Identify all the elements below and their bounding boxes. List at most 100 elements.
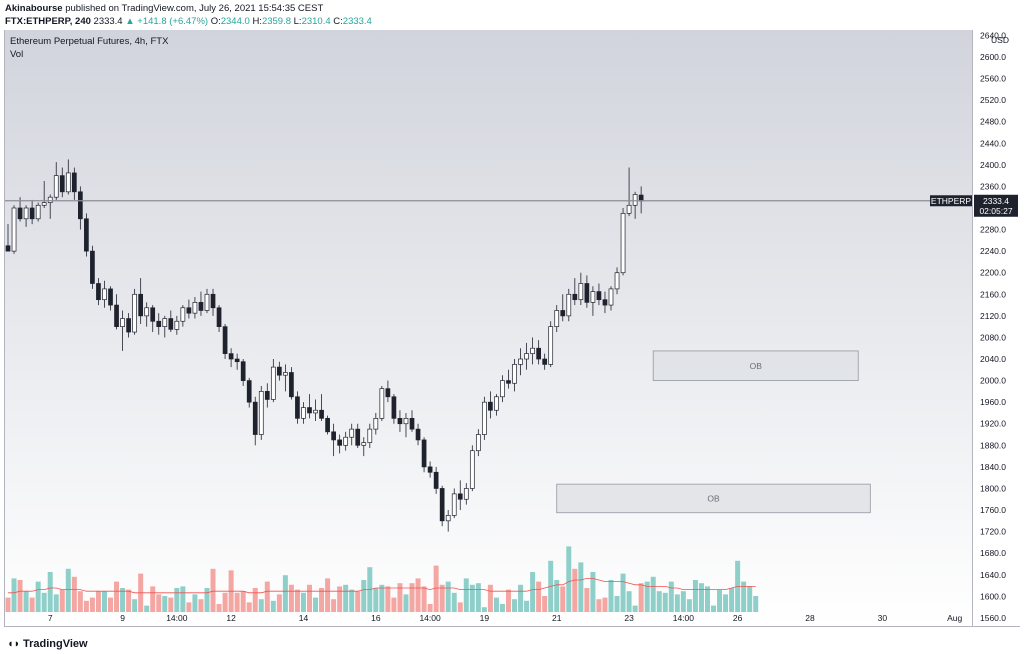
candle-body: [301, 407, 306, 419]
price-tick-label: 2280.0: [980, 225, 1006, 235]
candle: [47, 194, 53, 219]
candle: [421, 437, 427, 473]
candle: [65, 159, 71, 195]
volume-bar: [403, 594, 409, 612]
candle-body: [96, 283, 101, 301]
volume-bar: [198, 599, 204, 612]
candle-body: [228, 353, 234, 360]
volume-bar: [71, 576, 77, 612]
candle: [590, 286, 596, 316]
candle: [439, 485, 445, 527]
candle-body: [53, 175, 59, 198]
candle-body: [584, 283, 590, 303]
price-axis[interactable]: 2640.0 2600.0 2560.0 2520.0 2480.0 2440.0 2400…: [980, 30, 1006, 623]
time-tick-label: 30: [878, 613, 888, 623]
volume-bar: [536, 581, 542, 612]
last-price: 2333.4: [93, 16, 123, 27]
volume-bar: [505, 589, 511, 612]
author-name[interactable]: Akinabourse: [5, 3, 63, 14]
candle: [385, 380, 391, 403]
candle: [144, 302, 150, 327]
candle-body: [343, 436, 349, 446]
candle: [548, 321, 554, 368]
time-tick-label: 9: [120, 613, 125, 623]
low-label: L:: [293, 16, 302, 27]
volume-bar: [162, 596, 168, 612]
candle: [264, 383, 270, 408]
volume-bar: [252, 588, 258, 612]
chart-legend-title[interactable]: Ethereum Perpetual Futures, 4h, FTX: [10, 36, 169, 47]
candle-body: [162, 318, 168, 328]
volume-bar: [307, 584, 312, 612]
candle: [602, 291, 608, 314]
time-tick-label: 19: [480, 613, 490, 623]
volume-bar: [331, 599, 337, 612]
volume-bar: [457, 602, 463, 612]
candle: [373, 412, 379, 435]
volume-bar: [554, 580, 560, 612]
candle-body: [174, 320, 180, 330]
time-tick-label: 26: [733, 613, 743, 623]
price-tick-label: 1640.0: [980, 570, 1006, 580]
candle: [361, 437, 367, 457]
price-tick-label: 1800.0: [980, 483, 1006, 493]
candle: [331, 423, 336, 457]
candle: [488, 391, 493, 419]
volume-bar: [186, 602, 192, 612]
volume-bar: [246, 602, 252, 612]
publish-header: Akinabourse published on TradingView.com…: [0, 0, 1024, 30]
volume-bar: [23, 591, 29, 612]
candle: [198, 291, 204, 316]
candle-body: [361, 442, 367, 446]
volume-bar: [463, 578, 469, 612]
volume-bar: [572, 568, 578, 612]
volume-bar: [614, 596, 620, 612]
price-change: ▲ +141.8 (+6.47%): [125, 16, 209, 27]
candle-body: [277, 366, 282, 376]
candle-body: [144, 307, 150, 317]
volume-legend[interactable]: Vol: [10, 49, 24, 60]
volume-bar: [168, 597, 174, 612]
volume-bar: [475, 583, 481, 612]
volume-bar: [174, 588, 180, 612]
candle-body: [433, 471, 439, 489]
candle-body: [524, 353, 529, 360]
candle: [307, 394, 312, 419]
volume-bar: [421, 586, 427, 612]
volume-bar: [530, 572, 536, 612]
volume-bar: [602, 597, 608, 612]
candle: [397, 410, 403, 432]
volume-bar: [114, 581, 120, 612]
symbol-label: FTX:ETHPERP, 240: [5, 16, 91, 27]
candle-body: [469, 450, 475, 489]
candle: [596, 283, 602, 306]
publish-date: published on TradingView.com, July 26, 2…: [65, 3, 324, 14]
time-tick-label: 14: [299, 613, 309, 623]
time-axis[interactable]: 7 9 14:00 12 14 16 14:00 19 21 23 14:00 26 28 30 Aug: [48, 613, 963, 623]
candle: [512, 359, 517, 392]
volume-bar: [132, 599, 138, 612]
order-block-label: OB: [707, 493, 720, 503]
volume-bar: [313, 597, 319, 612]
volume-bar: [59, 589, 65, 612]
candle-body: [35, 204, 41, 220]
volume-bar: [439, 584, 445, 612]
candle: [506, 369, 511, 389]
ohlc-readout: FTX:ETHPERP, 240 2333.4 ▲ +141.8 (+6.47%…: [5, 16, 372, 27]
candle: [180, 305, 186, 327]
candle: [11, 205, 17, 254]
candle-body: [168, 318, 174, 330]
candle-body: [397, 417, 403, 425]
candle: [451, 488, 457, 519]
volume-bar: [83, 600, 89, 612]
bar-countdown: 02:05:27: [979, 206, 1012, 216]
candle-body: [138, 293, 144, 317]
volume-bar: [17, 580, 23, 612]
tradingview-logo[interactable]: ◖◗ TradingView: [7, 638, 88, 650]
order-block-zone[interactable]: [556, 483, 871, 514]
candle-body: [108, 288, 113, 306]
candle-body: [548, 326, 554, 365]
order-block-zone[interactable]: [652, 350, 859, 381]
volume-bar: [156, 594, 162, 612]
